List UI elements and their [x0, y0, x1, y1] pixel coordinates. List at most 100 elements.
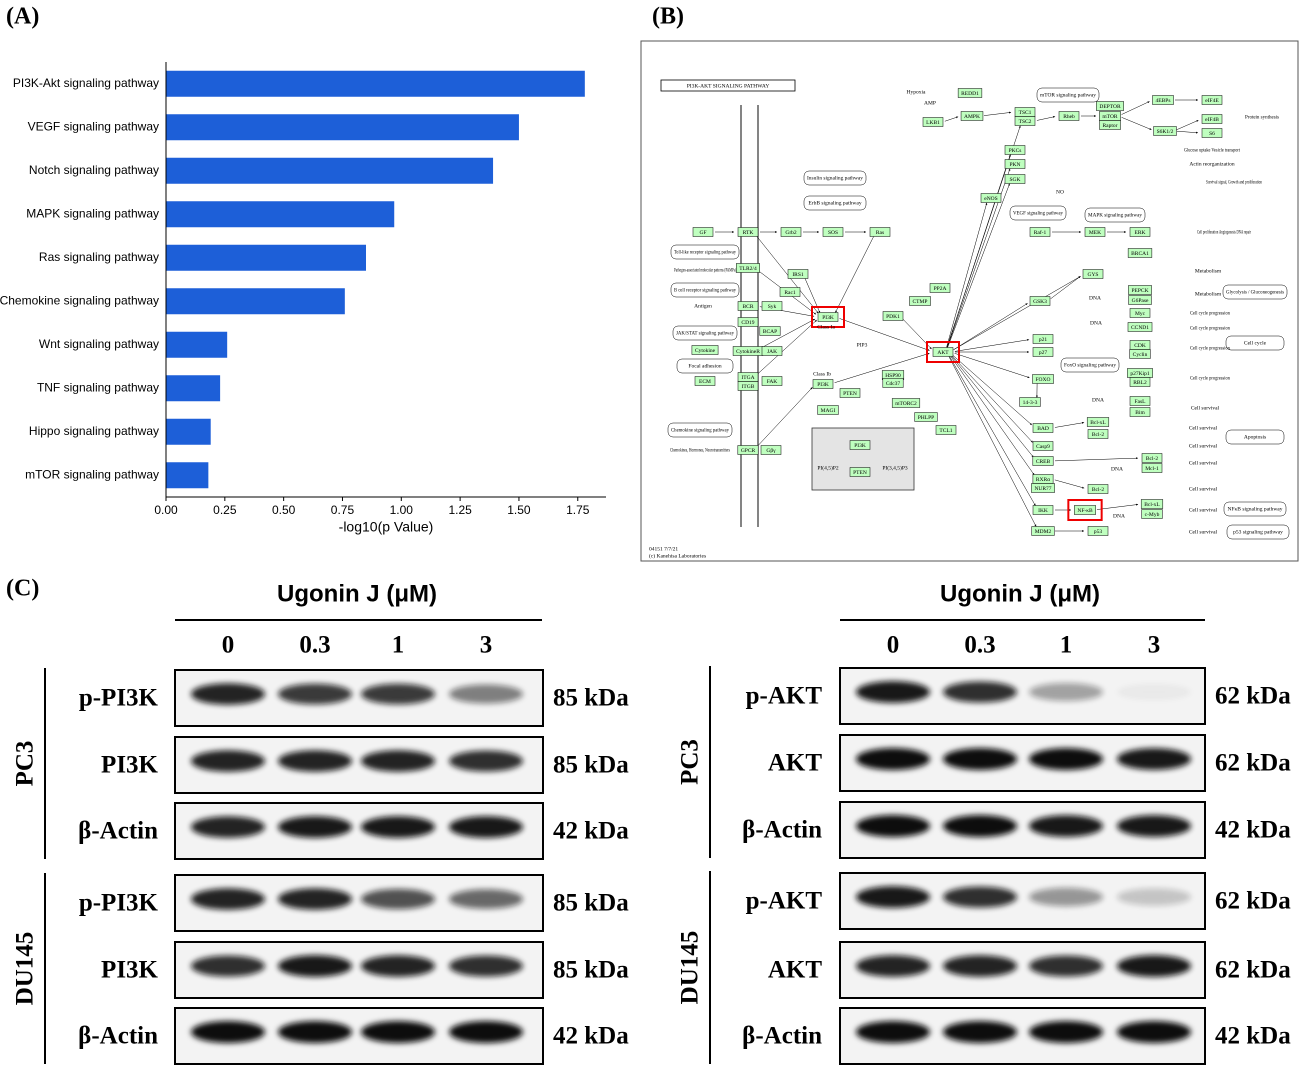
size-label: 42 kDa: [553, 1023, 629, 1050]
map-label: Insulin signaling pathway: [807, 175, 863, 181]
pathway-arrow: [1096, 503, 1139, 510]
gene-label: eIF4E: [1205, 98, 1219, 104]
gene-box: [1031, 483, 1055, 493]
gene-label: LKB1: [926, 120, 940, 126]
gene-label: PKN: [1009, 162, 1020, 168]
gene-label: CD19: [741, 320, 754, 326]
protein-label: p-PI3K: [79, 685, 159, 712]
dose-label: 0: [222, 632, 235, 659]
panel-label: (A): [6, 4, 39, 30]
band: [278, 955, 352, 977]
pathway-note: Glucose uptake Vesicle transport: [1184, 147, 1240, 153]
gene-label: TLR2/4: [739, 266, 757, 272]
band: [1029, 682, 1103, 702]
pathway-note: Class Ia: [817, 324, 835, 330]
band: [361, 888, 435, 910]
gene-label: p27Kip1: [1130, 371, 1150, 377]
y-tick-label: Hippo signaling pathway: [29, 424, 159, 438]
map-label: Chemokine signaling pathway: [671, 427, 729, 433]
gene-label: DEPTOR: [1099, 104, 1121, 110]
pathway-title: PI3K-AKT SIGNALING PATHWAY: [687, 83, 770, 89]
gene-box: [1087, 484, 1109, 494]
band: [1117, 888, 1191, 906]
gene-label: eNOS: [984, 196, 997, 202]
x-tick-label: 0.75: [331, 503, 355, 517]
band: [449, 955, 523, 977]
gene-box: [1153, 126, 1177, 136]
protein-label: p-AKT: [746, 683, 823, 710]
gene-box: [929, 283, 951, 293]
bar: [166, 157, 494, 184]
gene-box: [1141, 509, 1163, 519]
map-label: ErbB signaling pathway: [808, 200, 861, 206]
pathway-note: Chemokines, Hormones, Neurotransmitters: [670, 447, 730, 453]
gene-box: [1129, 377, 1151, 387]
gene-label: Bcl-xL: [1090, 420, 1106, 426]
band: [449, 1021, 523, 1043]
pathway-note: DNA: [1089, 295, 1101, 301]
gene-box: [1127, 248, 1153, 258]
pathway-note: Metabolism: [1195, 291, 1222, 297]
gene-label: PTEN: [853, 470, 867, 476]
gene-label: NUR77: [1034, 486, 1051, 492]
x-tick-label: 1.75: [566, 503, 590, 517]
pathway-arrow: [949, 356, 1036, 506]
gene-box: [849, 440, 871, 450]
gene-box: [761, 346, 783, 356]
band: [856, 748, 930, 770]
pathway-note: Hypoxia: [907, 89, 927, 95]
gene-label: c-Myb: [1145, 512, 1160, 518]
pathway-note: DNA: [1113, 513, 1125, 519]
gene-label: Bcl-2: [1092, 432, 1104, 438]
map-label: Cell cycle: [1244, 340, 1267, 346]
gene-label: 4EBPs: [1156, 98, 1171, 104]
gene-label: FOXO: [1036, 377, 1051, 383]
gene-box: [736, 263, 760, 273]
gene-box: [780, 227, 802, 237]
pathway-note: Cell cycle progression: [1190, 325, 1230, 331]
gene-box: [1004, 159, 1026, 169]
pathway-arrow: [835, 236, 874, 313]
gene-label: mTOR: [1102, 114, 1118, 120]
gene-box: [1129, 308, 1151, 318]
band: [1029, 955, 1103, 977]
gene-box: [694, 376, 716, 386]
gene-box: [761, 301, 783, 311]
inset-box: [811, 427, 915, 491]
gene-box: [1019, 397, 1041, 407]
y-tick-label: Chemokine signaling pathway: [0, 293, 159, 307]
gene-label: PP2A: [934, 286, 947, 292]
band: [361, 750, 435, 772]
pathway-note: Cell survival: [1189, 529, 1218, 535]
highlight-box: [926, 341, 960, 363]
gene-box: [1086, 417, 1110, 427]
dose-label: 3: [480, 632, 493, 659]
band: [191, 750, 265, 772]
x-tick-label: 0.50: [272, 503, 296, 517]
gene-label: Casp9: [1036, 444, 1050, 450]
bar: [166, 70, 585, 97]
pathway-arrow: [953, 276, 1081, 350]
map-label: Focal adhesion: [688, 363, 721, 369]
gene-label: PHLPP: [918, 415, 935, 421]
blot-title: Ugonin J (μM): [277, 580, 437, 607]
map-label: Apoptosis: [1244, 434, 1266, 440]
band: [943, 748, 1017, 770]
gene-box: [1087, 526, 1109, 536]
gene-box: [960, 111, 984, 121]
map-box: [1060, 357, 1120, 373]
gene-label: Cyclin: [1133, 352, 1148, 358]
pathway-note: Cell cycle progression: [1190, 345, 1230, 351]
pathway-note: Cell cycle progression: [1190, 310, 1230, 316]
pathway-note: DNA: [1090, 320, 1102, 326]
map-box: [1225, 335, 1285, 351]
pathway-arrow: [839, 318, 930, 351]
band: [361, 683, 435, 705]
pathway-note: Cell survival: [1189, 486, 1218, 492]
map-label: mTOR signaling pathway: [1040, 92, 1096, 98]
x-tick-label: 0.25: [213, 503, 237, 517]
pathway-arrow: [1176, 120, 1199, 130]
map-box: [1036, 87, 1100, 103]
x-tick-label: 0.00: [154, 503, 178, 517]
bar: [166, 462, 209, 489]
